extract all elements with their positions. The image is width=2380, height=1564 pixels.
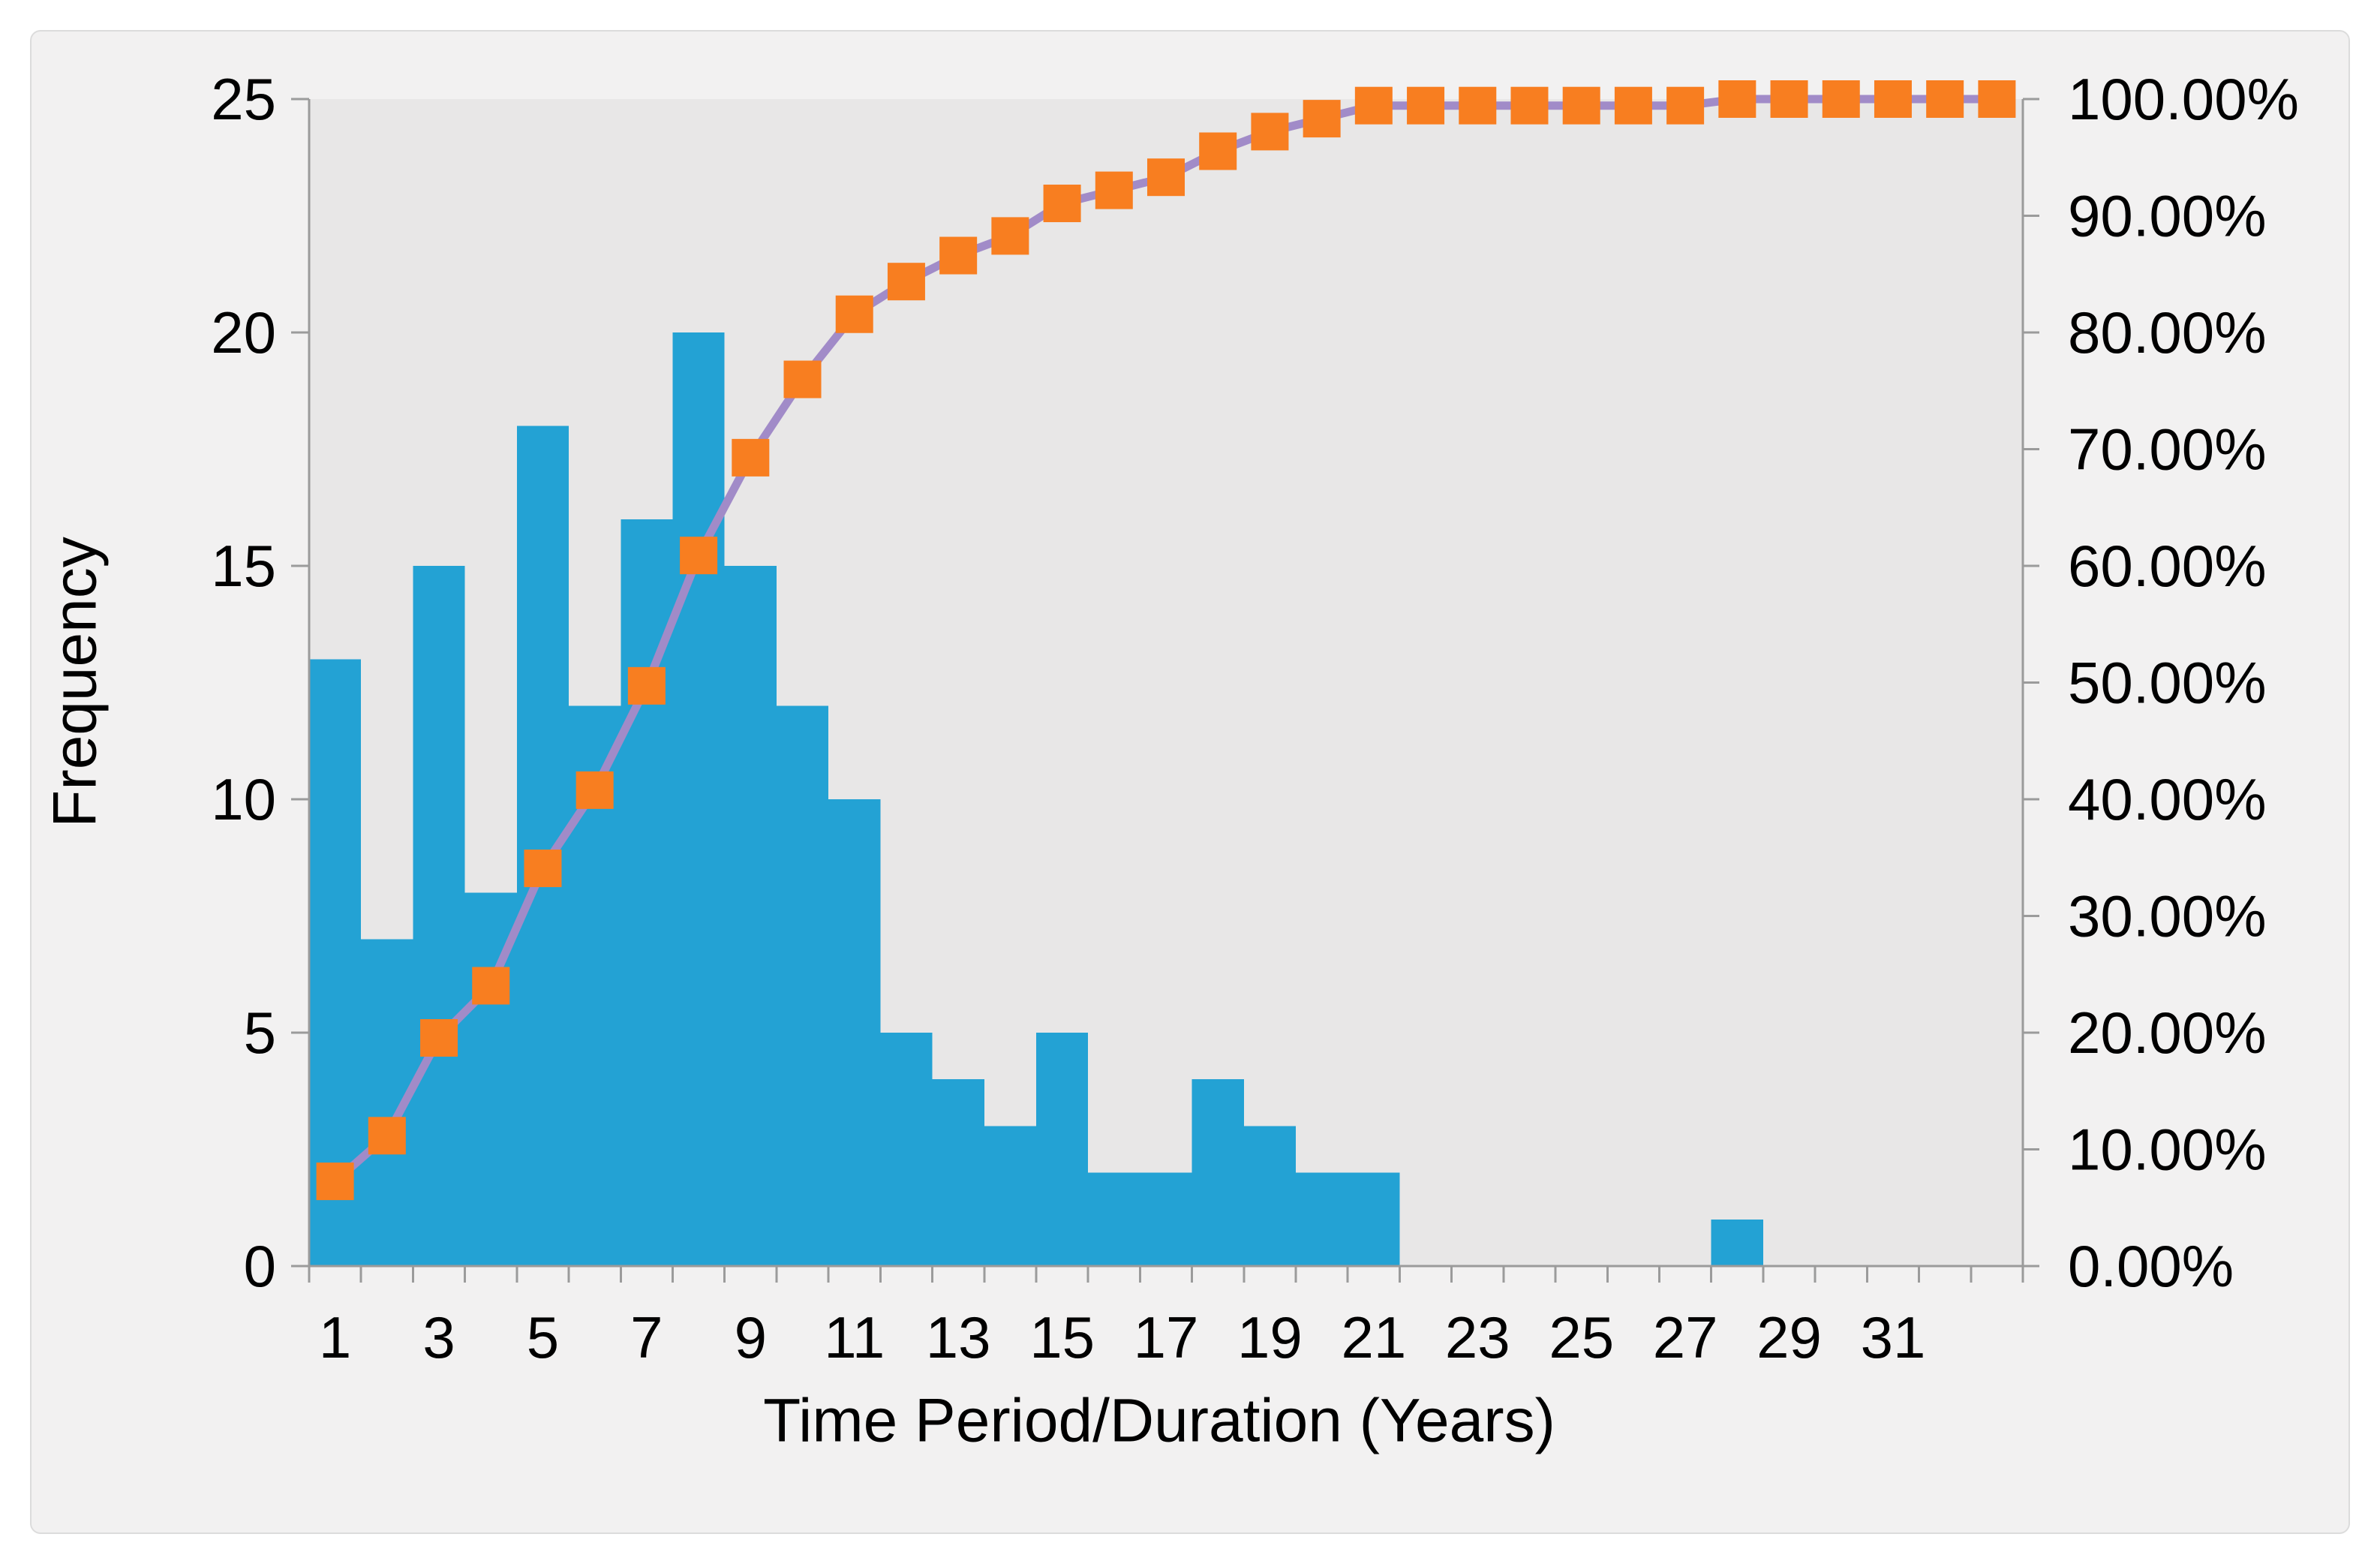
right-axis-tick-label: 90.00% — [2068, 183, 2267, 249]
frequency-bar-x21 — [1348, 1172, 1400, 1266]
x-axis-tick-label: 15 — [1029, 1304, 1095, 1370]
frequency-bar-x13 — [932, 1079, 984, 1266]
axes — [291, 98, 2039, 1283]
cumulative-marker-x29 — [1770, 80, 1808, 118]
x-axis-tick-label: 9 — [735, 1304, 767, 1370]
cumulative-marker-x26 — [1614, 86, 1652, 125]
frequency-bar-x14 — [984, 1126, 1036, 1266]
y-axis-title: Frequency — [41, 537, 110, 827]
x-axis-tick-label: 27 — [1653, 1304, 1718, 1370]
x-axis-tick-label: 13 — [926, 1304, 991, 1370]
cumulative-marker-x17 — [1147, 158, 1185, 197]
x-axis-tick-label: 17 — [1134, 1304, 1199, 1370]
cumulative-marker-x23 — [1459, 86, 1497, 125]
cumulative-marker-x8 — [680, 537, 718, 575]
right-axis-tick-label: 0.00% — [2068, 1233, 2234, 1299]
frequency-bar-x3 — [413, 566, 465, 1266]
frequency-bar-x10 — [776, 705, 829, 1266]
y-axis-tick-label: 5 — [244, 1000, 276, 1066]
x-axis-tick-label: 5 — [527, 1304, 559, 1370]
x-axis-tick-label: 1 — [319, 1304, 351, 1370]
cumulative-marker-x25 — [1562, 86, 1600, 125]
x-axis-tick-label: 11 — [824, 1304, 885, 1370]
cumulative-marker-x18 — [1199, 132, 1237, 170]
x-axis-tick-label: 29 — [1756, 1304, 1822, 1370]
right-axis-tick-label: 20.00% — [2068, 1000, 2267, 1066]
cumulative-marker-x12 — [887, 263, 925, 301]
cumulative-marker-x21 — [1354, 86, 1393, 125]
cumulative-markers — [316, 80, 2016, 1201]
cumulative-marker-x1 — [316, 1162, 354, 1201]
right-axis-tick-label: 80.00% — [2068, 299, 2267, 365]
frequency-bar-x16 — [1088, 1172, 1140, 1266]
x-axis-title: Time Period/Duration (Years) — [763, 1387, 1555, 1455]
x-axis-tick-label: 19 — [1237, 1304, 1303, 1370]
cumulative-marker-x22 — [1407, 86, 1445, 125]
cumulative-marker-x15 — [1043, 185, 1081, 223]
frequency-bar-x15 — [1035, 1033, 1089, 1266]
frequency-bar-x12 — [880, 1033, 933, 1266]
right-axis-tick-label: 40.00% — [2068, 766, 2267, 832]
cumulative-marker-x13 — [939, 236, 978, 275]
cumulative-marker-x2 — [368, 1117, 406, 1155]
x-axis-tick-label: 31 — [1861, 1304, 1926, 1370]
cumulative-marker-x30 — [1822, 80, 1860, 118]
cumulative-marker-x5 — [524, 850, 562, 888]
right-axis-tick-label: 30.00% — [2068, 883, 2267, 949]
cumulative-marker-x31 — [1874, 80, 1912, 118]
frequency-bar-x17 — [1140, 1172, 1192, 1266]
right-axis-tick-label: 50.00% — [2068, 650, 2267, 716]
cumulative-marker-x28 — [1718, 80, 1756, 118]
cumulative-marker-x16 — [1095, 171, 1133, 209]
cumulative-marker-x33 — [1978, 80, 2016, 118]
cumulative-marker-x32 — [1926, 80, 1964, 118]
frequency-bar-x19 — [1243, 1126, 1297, 1266]
cumulative-marker-x10 — [783, 360, 822, 399]
cumulative-marker-x24 — [1510, 86, 1549, 125]
frequency-bar-x8 — [672, 332, 725, 1266]
frequency-bar-x28 — [1711, 1219, 1763, 1266]
cumulative-marker-x3 — [420, 1018, 458, 1057]
right-axis-tick-label: 100.00% — [2068, 66, 2299, 132]
right-axis-tick-label: 60.00% — [2068, 533, 2267, 599]
right-axis-tick-label: 70.00% — [2068, 417, 2267, 483]
cumulative-marker-x7 — [627, 666, 666, 705]
cumulative-marker-x14 — [991, 217, 1029, 255]
cumulative-marker-x27 — [1666, 86, 1705, 125]
x-axis-tick-label: 3 — [422, 1304, 455, 1370]
cumulative-marker-x4 — [472, 967, 510, 1005]
cumulative-marker-x11 — [835, 295, 873, 333]
cumulative-marker-x6 — [575, 771, 614, 809]
y-axis-tick-label: 20 — [211, 299, 276, 365]
x-axis-tick-label: 23 — [1445, 1304, 1510, 1370]
y-axis-tick-label: 15 — [211, 533, 276, 599]
frequency-bar-x11 — [828, 799, 881, 1266]
cumulative-marker-x20 — [1303, 100, 1341, 138]
frequency-bar-x9 — [724, 566, 777, 1266]
x-axis-tick-label: 25 — [1549, 1304, 1614, 1370]
x-axis-tick-label: 7 — [630, 1304, 663, 1370]
cumulative-marker-x9 — [732, 438, 770, 477]
cumulative-marker-x19 — [1251, 113, 1289, 151]
x-axis-tick-label: 21 — [1341, 1304, 1406, 1370]
y-axis-tick-label: 0 — [244, 1233, 276, 1299]
frequency-bar-x20 — [1296, 1172, 1348, 1266]
frequency-bar-x18 — [1192, 1079, 1244, 1266]
right-axis-tick-label: 10.00% — [2068, 1117, 2267, 1183]
y-axis-tick-label: 10 — [211, 766, 276, 832]
y-axis-tick-label: 25 — [211, 66, 276, 132]
tick-labels: 05101520250.00%10.00%20.00%30.00%40.00%5… — [211, 66, 2299, 1370]
